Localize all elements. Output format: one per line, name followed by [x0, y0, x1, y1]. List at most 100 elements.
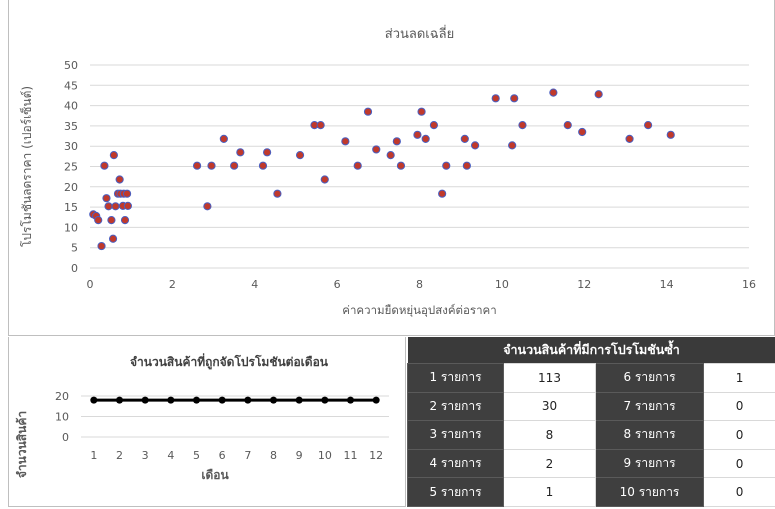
count-value: 0 [704, 392, 775, 421]
scatter-point [443, 162, 450, 169]
x-tick-label: 6 [334, 278, 341, 291]
y-tick-label: 20 [64, 181, 78, 194]
y-tick-label: 5 [71, 242, 78, 255]
line-chart-panel: จำนวนสินค้าที่ถูกจัดโปรโมชันต่อเดือน 0 10 2… [8, 337, 406, 507]
line-point [116, 397, 123, 404]
x-tick-label: 2 [169, 278, 176, 291]
scatter-point [550, 89, 557, 96]
scatter-point [108, 216, 115, 223]
scatter-point [220, 135, 227, 142]
count-label: 4 รายการ [408, 449, 504, 478]
scatter-point [579, 128, 586, 135]
x-tick-label: 11 [344, 449, 358, 462]
scatter-point [364, 108, 371, 115]
chart-title: ส่วนลดเฉลี่ย [385, 25, 454, 42]
y-tick-label: 0 [62, 431, 69, 444]
count-label: 6 รายการ [596, 364, 704, 393]
scatter-point [342, 138, 349, 145]
scatter-point [595, 91, 602, 98]
scatter-point [105, 203, 112, 210]
scatter-point [98, 242, 105, 249]
count-label: 9 รายการ [596, 449, 704, 478]
scatter-point [317, 121, 324, 128]
scatter-point [121, 216, 128, 223]
x-axis-label: เดือน [201, 468, 229, 482]
scatter-point [511, 95, 518, 102]
x-axis-label: ค่าความยืดหยุ่นอุปสงค์ต่อราคา [342, 303, 496, 317]
x-tick-label: 16 [742, 278, 756, 291]
scatter-point [509, 142, 516, 149]
line-point [244, 397, 251, 404]
x-tick-label: 3 [142, 449, 149, 462]
scatter-point [414, 131, 421, 138]
y-tick-label: 40 [64, 100, 78, 113]
scatter-point [193, 162, 200, 169]
line-point [347, 397, 354, 404]
x-tick-label: 9 [296, 449, 303, 462]
scatter-point [259, 162, 266, 169]
y-tick-label: 50 [64, 59, 78, 72]
x-tick-label: 10 [318, 449, 332, 462]
scatter-point [667, 131, 674, 138]
scatter-point [373, 146, 380, 153]
scatter-point [430, 121, 437, 128]
count-label: 7 รายการ [596, 392, 704, 421]
x-tick-label: 8 [270, 449, 277, 462]
count-label: 3 รายการ [408, 421, 504, 450]
scatter-point [439, 190, 446, 197]
scatter-point [461, 135, 468, 142]
line-point [193, 397, 200, 404]
scatter-point [124, 202, 131, 209]
count-label: 8 รายการ [596, 421, 704, 450]
y-tick-label: 10 [64, 221, 78, 234]
line-point [373, 397, 380, 404]
line-point [219, 397, 226, 404]
line-point [90, 397, 97, 404]
scatter-point [110, 152, 117, 159]
x-tick-label: 6 [219, 449, 226, 462]
line-chart: จำนวนสินค้าที่ถูกจัดโปรโมชันต่อเดือน 0 10 2… [9, 337, 405, 505]
count-value: 0 [704, 449, 775, 478]
y-tick-label: 30 [64, 140, 78, 153]
scatter-point [492, 95, 499, 102]
scatter-point [354, 162, 361, 169]
y-tick-label: 0 [71, 262, 78, 275]
scatter-point [95, 216, 102, 223]
x-tick-label: 14 [660, 278, 674, 291]
scatter-point [387, 152, 394, 159]
count-value: 113 [504, 364, 596, 393]
scatter-point [208, 162, 215, 169]
scatter-point [274, 190, 281, 197]
scatter-point [321, 176, 328, 183]
x-tick-label: 0 [87, 278, 94, 291]
line-point [321, 397, 328, 404]
y-tick-label: 15 [64, 201, 78, 214]
line-chart-title: จำนวนสินค้าที่ถูกจัดโปรโมชันต่อเดือน [130, 353, 329, 370]
x-tick-label: 2 [116, 449, 123, 462]
scatter-point [103, 195, 110, 202]
count-value: 1 [504, 478, 596, 507]
y-axis-label: จำนวนสินค้า [15, 411, 29, 478]
line-point [142, 397, 149, 404]
line-point [167, 397, 174, 404]
scatter-point [116, 176, 123, 183]
y-tick-label: 10 [55, 411, 69, 424]
y-tick-label: 35 [64, 120, 78, 133]
x-tick-label: 12 [577, 278, 591, 291]
scatter-point [101, 162, 108, 169]
count-label: 2 รายการ [408, 392, 504, 421]
count-label: 5 รายการ [408, 478, 504, 507]
scatter-point [472, 142, 479, 149]
scatter-point [123, 190, 130, 197]
count-value: 8 [504, 421, 596, 450]
count-label: 1 รายการ [408, 364, 504, 393]
y-axis-label: โปรโมชันลดราคา (เปอร์เซ็นต์) [19, 86, 34, 247]
x-tick-label: 4 [251, 278, 258, 291]
